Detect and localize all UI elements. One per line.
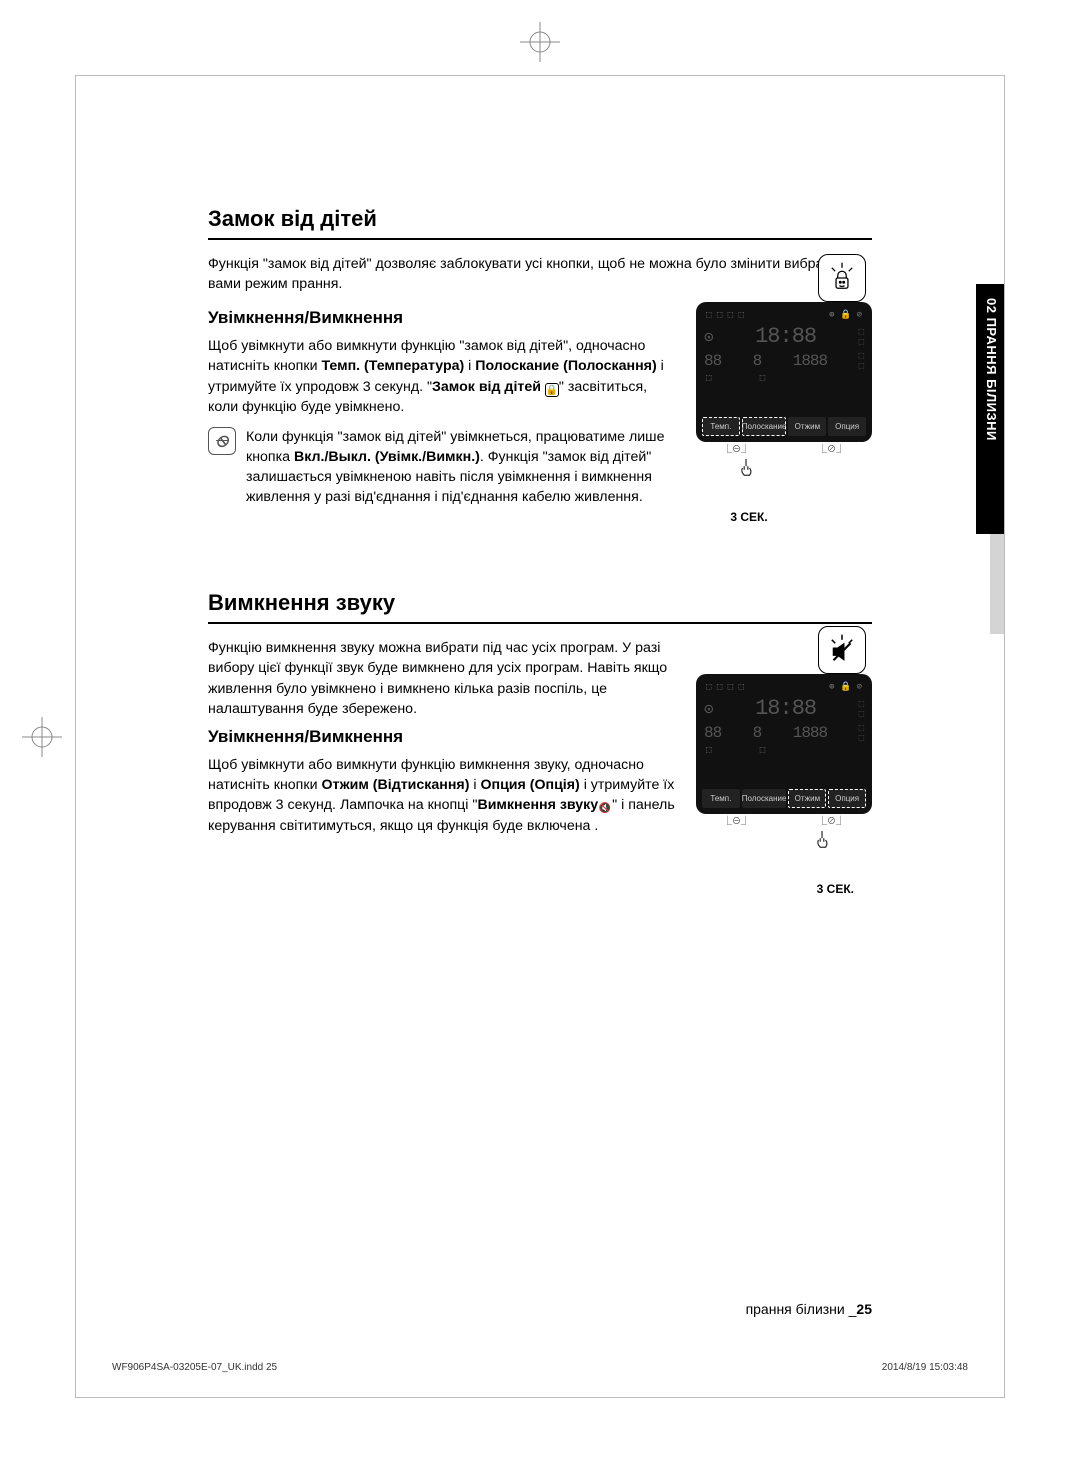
p1-side2: ⬚⬚ <box>859 351 864 371</box>
s1nb: Вкл./Выкл. (Увімк./Вимкн.) <box>294 449 480 465</box>
s1p1f: Замок від дітей <box>432 379 545 395</box>
panel1-iconrow2: ⬚⬚ <box>704 373 864 383</box>
panel1-under: ⎿⊖⏌ ⎿⊘⏌ <box>696 442 872 455</box>
panel1-buttons: Темп. Полоскание Отжим Опция <box>702 417 866 436</box>
p2-u2: ⎿⊘⏌ <box>818 814 845 827</box>
panel2-wrap: ⬚ ⬚ ⬚ ⬚⊕ 🔒 ⊘ ⊙18:88⬚⬚ 8881888⬚⬚ ⬚⬚ Темп.… <box>696 674 872 896</box>
section2-para: Щоб увімкнути або вимкнути функцію вимкн… <box>208 755 678 836</box>
panel2-btn-spin[interactable]: Отжим <box>788 789 826 808</box>
p2-digits-main: 18:88 <box>755 696 816 721</box>
mute-icon: 🔇 <box>598 802 612 816</box>
footer-date: 2014/8/19 15:03:48 <box>882 1362 968 1373</box>
crop-mark-left <box>22 717 62 757</box>
lock-callout-icon <box>818 254 866 302</box>
panel2-btn-temp[interactable]: Темп. <box>702 789 740 808</box>
footer-num: 25 <box>856 1301 872 1317</box>
section1-intro: Функція "замок від дітей" дозволяє забло… <box>208 254 872 294</box>
p2-u1: ⎿⊖⏌ <box>723 814 750 827</box>
s2p1f: Вимкнення звуку <box>477 797 598 813</box>
footer-label: прання білизни _ <box>746 1301 857 1317</box>
s1p1d: Полоскание (Полоскання) <box>475 358 656 374</box>
page-number: прання білизни _25 <box>746 1301 872 1317</box>
p1-d-l2: 8 <box>753 352 762 370</box>
crop-mark-top <box>520 22 560 62</box>
control-panel-1: ⬚ ⬚ ⬚ ⬚⊕ 🔒 ⊘ ⊙18:88⬚⬚ 8881888⬚⬚ ⬚⬚ Темп.… <box>696 302 872 442</box>
p1-u1: ⎿⊖⏌ <box>723 442 750 455</box>
section1-sub: Увімкнення/Вимкнення <box>208 308 678 328</box>
p2-side-icons: ⬚⬚ <box>859 699 864 719</box>
p1-d-l1: 88 <box>704 352 721 370</box>
note-icon: ⦸ <box>208 427 236 455</box>
mute-callout-icon <box>818 626 866 674</box>
panel1-btn-spin[interactable]: Отжим <box>788 417 826 436</box>
p1-d-r: 1888 <box>793 352 827 370</box>
section1-para: Щоб увімкнути або вимкнути функцію "замо… <box>208 336 678 417</box>
panel2-btn-option[interactable]: Опция <box>828 789 866 808</box>
p1-digits-main: 18:88 <box>755 324 816 349</box>
p2-d-l1: 88 <box>704 724 721 742</box>
panel2-hand <box>696 829 872 856</box>
panel1-hand <box>696 457 872 484</box>
p1-side-icons: ⬚⬚ <box>859 327 864 347</box>
section2-intro: Функцію вимкнення звуку можна вибрати пі… <box>208 638 678 719</box>
footer-indd: WF906P4SA-03205E-07_UK.indd 25 <box>112 1362 277 1373</box>
panel1-btn-option[interactable]: Опция <box>828 417 866 436</box>
p2-side2: ⬚⬚ <box>859 723 864 743</box>
s1p1c: і <box>464 358 475 374</box>
panel1-btn-temp[interactable]: Темп. <box>702 417 740 436</box>
page-frame: 02 ПРАННЯ БІЛИЗНИ Замок від дітей Функці… <box>75 75 1005 1398</box>
panel2-iconrow2: ⬚⬚ <box>704 745 864 755</box>
s2p1d: Опция (Опція) <box>480 777 579 793</box>
note-text: Коли функція "замок від дітей" увімкнеть… <box>246 427 678 508</box>
p2-d-r: 1888 <box>793 724 827 742</box>
s2p1b: Отжим (Відтискання) <box>321 777 469 793</box>
note-box: ⦸ Коли функція "замок від дітей" увімкне… <box>208 427 678 508</box>
panel1-btn-rinse[interactable]: Полоскание <box>742 417 787 436</box>
lock-icon: 🔒 <box>545 383 559 397</box>
section2-sub: Увімкнення/Вимкнення <box>208 727 678 747</box>
content-area: Замок від дітей Функція "замок від дітей… <box>76 76 1004 896</box>
panel2-under: ⎿⊖⏌ ⎿⊘⏌ <box>696 814 872 827</box>
panel1-wrap: ⬚ ⬚ ⬚ ⬚⊕ 🔒 ⊘ ⊙18:88⬚⬚ 8881888⬚⬚ ⬚⬚ Темп.… <box>696 302 872 524</box>
p1-icon-clock: ⊙ <box>704 327 713 347</box>
p1-u2: ⎿⊘⏌ <box>818 442 845 455</box>
panel2-sec-label: 3 СЕК. <box>696 882 872 896</box>
section1-title: Замок від дітей <box>208 206 872 240</box>
panel1-sec-label: 3 СЕК. <box>696 510 872 524</box>
p2-icon-clock: ⊙ <box>704 699 713 719</box>
panel2-iconrow1: ⬚ ⬚ ⬚ ⬚⊕ 🔒 ⊘ <box>704 682 864 692</box>
control-panel-2: ⬚ ⬚ ⬚ ⬚⊕ 🔒 ⊘ ⊙18:88⬚⬚ 8881888⬚⬚ ⬚⬚ Темп.… <box>696 674 872 814</box>
s1p1b: Темп. (Температура) <box>321 358 464 374</box>
s2p1c: і <box>469 777 480 793</box>
panel2-buttons: Темп. Полоскание Отжим Опция <box>702 789 866 808</box>
section2-title: Вимкнення звуку <box>208 590 872 624</box>
panel2-btn-rinse[interactable]: Полоскание <box>742 789 787 808</box>
p2-d-l2: 8 <box>753 724 762 742</box>
panel1-iconrow1: ⬚ ⬚ ⬚ ⬚⊕ 🔒 ⊘ <box>704 310 864 320</box>
